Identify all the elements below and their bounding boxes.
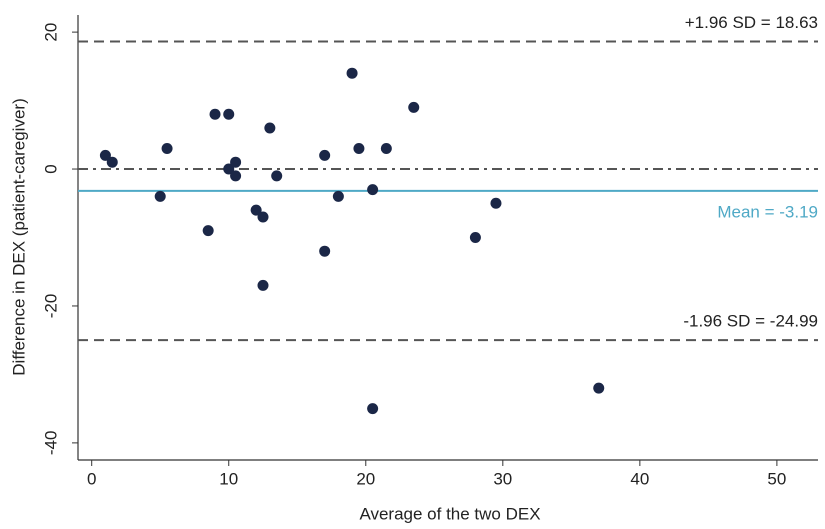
point (223, 163, 235, 175)
x-axis-label: Average of the two DEX (359, 504, 540, 523)
point (469, 232, 481, 243)
point (230, 170, 242, 182)
x-tick-label: 10 (219, 469, 238, 488)
point (99, 149, 111, 161)
point (230, 156, 242, 168)
point (593, 382, 605, 394)
point (380, 143, 392, 154)
y-tick-label: -20 (41, 294, 60, 319)
point (490, 197, 502, 209)
point (319, 149, 331, 161)
point (257, 211, 269, 223)
point (209, 108, 221, 120)
point (161, 143, 173, 154)
point (367, 403, 379, 415)
point (106, 156, 118, 168)
point (319, 245, 331, 257)
y-tick-label: -40 (41, 431, 60, 456)
point (408, 101, 420, 113)
point (202, 225, 214, 237)
reference-label: Mean = -3.19 (717, 202, 818, 221)
point (353, 143, 365, 154)
point (367, 184, 379, 196)
point (271, 170, 283, 182)
x-tick-label: 0 (87, 469, 96, 488)
reference-label: +1.96 SD = 18.63 (685, 13, 818, 32)
point (264, 122, 276, 134)
point (346, 67, 358, 79)
y-tick-label: 20 (41, 23, 60, 42)
point (257, 279, 269, 291)
reference-label: -1.96 SD = -24.99 (683, 312, 818, 331)
x-tick-label: 30 (493, 469, 512, 488)
point (250, 204, 262, 216)
point (223, 108, 235, 120)
x-tick-label: 50 (767, 469, 786, 488)
point (154, 190, 166, 202)
y-axis-label: Difference in DEX (patient-caregiver) (9, 98, 28, 375)
point (332, 190, 344, 202)
x-tick-label: 40 (630, 469, 649, 488)
x-tick-label: 20 (356, 469, 375, 488)
y-tick-label: 0 (41, 164, 60, 173)
